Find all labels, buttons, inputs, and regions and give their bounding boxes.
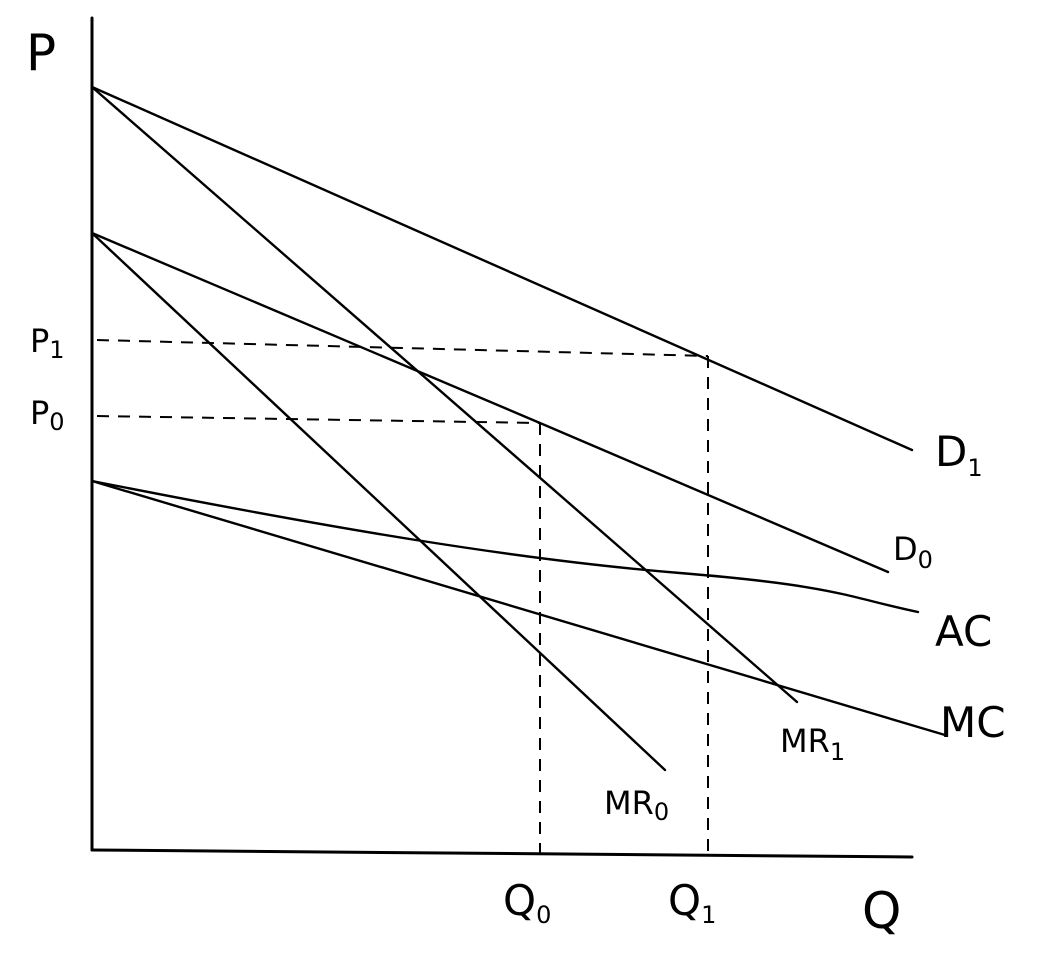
label-mc: MC xyxy=(940,698,1006,747)
x-axis xyxy=(90,848,914,859)
x-axis-label: Q xyxy=(862,882,901,940)
price-label-p1: P1 xyxy=(30,322,65,364)
label-d0: D0 xyxy=(893,530,933,574)
curve-mr0 xyxy=(90,231,667,772)
curve-mr1 xyxy=(90,85,799,704)
quantity-label-q0: Q0 xyxy=(503,876,551,929)
curve-ac xyxy=(90,479,920,614)
label-mr0: MR0 xyxy=(604,784,669,826)
curve-d0 xyxy=(90,231,890,574)
label-d1: D1 xyxy=(935,427,983,482)
price-label-p0: P0 xyxy=(30,394,65,436)
label-ac: AC xyxy=(935,607,992,656)
curve-d1 xyxy=(90,85,914,452)
guide-p0 xyxy=(96,415,541,424)
quantity-label-q1: Q1 xyxy=(668,876,716,929)
y-axis-label: P xyxy=(26,24,56,82)
curve-mc xyxy=(90,479,947,737)
label-mr1: MR1 xyxy=(780,722,845,766)
guide-p1 xyxy=(96,339,709,357)
